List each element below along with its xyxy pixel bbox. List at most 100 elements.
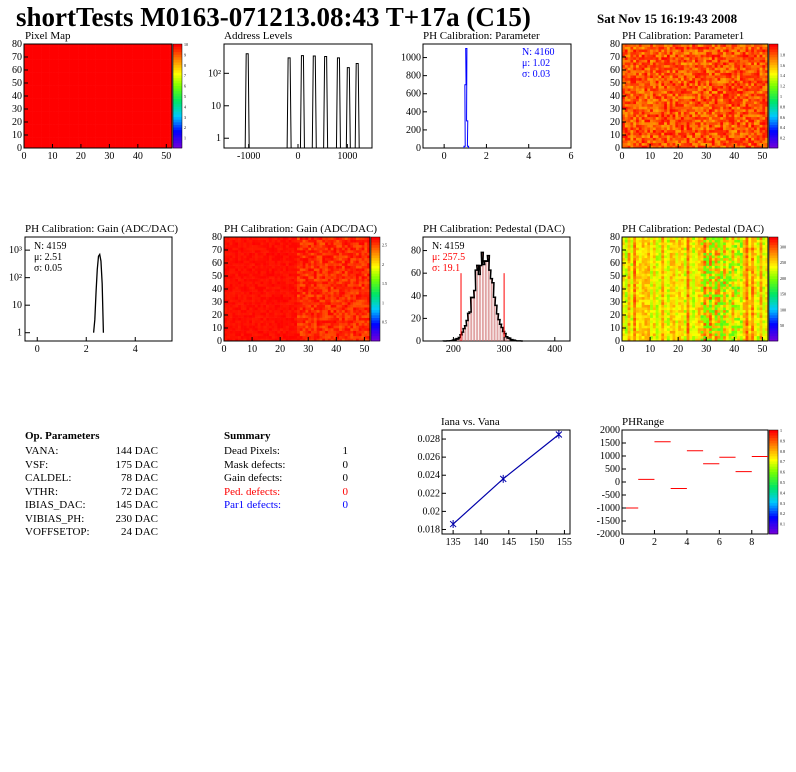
heatmap-cell bbox=[714, 88, 718, 92]
heatmap-cell bbox=[630, 70, 634, 73]
heatmap-cell bbox=[697, 103, 701, 107]
heatmap-cell bbox=[756, 122, 760, 125]
heatmap-cell bbox=[232, 263, 236, 266]
heatmap-cell bbox=[152, 140, 156, 144]
heatmap-cell bbox=[650, 54, 654, 58]
heatmap-cell bbox=[703, 98, 707, 102]
heatmap-cell bbox=[636, 129, 640, 133]
heatmap-cell bbox=[633, 64, 637, 68]
heatmap-cell bbox=[263, 239, 267, 243]
heatmap-cell bbox=[661, 127, 665, 131]
heatmap-cell bbox=[166, 44, 170, 47]
heatmap-cell bbox=[63, 137, 67, 141]
palette-cell bbox=[173, 145, 182, 149]
heatmap-cell bbox=[229, 239, 233, 243]
heatmap-cell bbox=[129, 124, 133, 128]
heatmap-cell bbox=[678, 77, 682, 81]
heatmap-cell bbox=[61, 109, 65, 112]
heatmap-cell bbox=[661, 109, 665, 112]
heatmap-cell bbox=[109, 122, 113, 125]
heatmap-cell bbox=[714, 101, 718, 105]
heatmap-cell bbox=[644, 124, 648, 128]
heatmap-cell bbox=[692, 114, 696, 118]
heatmap-cell bbox=[143, 67, 147, 71]
heatmap-cell bbox=[266, 247, 270, 251]
heatmap-cell bbox=[742, 62, 746, 66]
heatmap-cell bbox=[63, 93, 67, 97]
heatmap-cell bbox=[163, 88, 167, 92]
heatmap-cell bbox=[692, 116, 696, 120]
palette-cell bbox=[769, 132, 778, 136]
heatmap-cell bbox=[229, 315, 233, 318]
heatmap-cell bbox=[61, 137, 65, 141]
heatmap-cell bbox=[717, 124, 721, 128]
heatmap-cell bbox=[115, 93, 119, 97]
heatmap-cell bbox=[238, 283, 242, 287]
heatmap-cell bbox=[115, 44, 119, 47]
heatmap-cell bbox=[683, 106, 687, 110]
heatmap-cell bbox=[152, 98, 156, 102]
heatmap-cell bbox=[664, 44, 668, 47]
heatmap-cell bbox=[240, 315, 244, 318]
heatmap-cell bbox=[112, 101, 116, 105]
heatmap-cell bbox=[252, 270, 256, 274]
heatmap-cell bbox=[235, 299, 239, 303]
x-tick-label: 30 bbox=[104, 151, 114, 162]
heatmap-cell bbox=[49, 111, 53, 115]
heatmap-cell bbox=[238, 247, 242, 251]
heatmap-cell bbox=[655, 80, 659, 84]
heatmap-cell bbox=[737, 106, 741, 110]
heatmap-cell bbox=[739, 80, 744, 84]
heatmap-cell bbox=[689, 116, 693, 120]
heatmap-cell bbox=[75, 59, 79, 63]
heatmap-cell bbox=[692, 90, 696, 94]
heatmap-cell bbox=[86, 142, 90, 146]
heatmap-cell bbox=[143, 83, 147, 86]
heatmap-cell bbox=[49, 93, 53, 97]
heatmap-cell bbox=[246, 244, 250, 248]
heatmap-cell bbox=[641, 85, 645, 89]
heatmap-cell bbox=[69, 88, 73, 92]
heatmap-cell bbox=[751, 140, 755, 144]
heatmap-cell bbox=[266, 289, 270, 292]
heatmap-cell bbox=[644, 96, 648, 99]
heatmap-cell bbox=[633, 70, 637, 73]
heatmap-cell bbox=[103, 145, 107, 149]
heatmap-cell bbox=[254, 276, 258, 279]
heatmap-cell bbox=[644, 46, 648, 50]
heatmap-cell bbox=[26, 83, 30, 86]
heatmap-cell bbox=[689, 57, 693, 60]
heatmap-cell bbox=[100, 127, 104, 131]
heatmap-cell bbox=[238, 296, 242, 300]
heatmap-cell bbox=[680, 80, 685, 84]
heatmap-cell bbox=[622, 54, 626, 58]
heatmap-cell bbox=[26, 70, 30, 73]
heatmap-cell bbox=[38, 132, 42, 136]
heatmap-cell bbox=[252, 317, 256, 321]
heatmap-cell bbox=[655, 72, 659, 76]
heatmap-cell bbox=[759, 85, 763, 89]
heatmap-cell bbox=[666, 85, 671, 89]
heatmap-cell bbox=[683, 111, 687, 115]
heatmap-cell bbox=[711, 46, 715, 50]
heatmap-cell bbox=[92, 119, 96, 123]
heatmap-cell bbox=[238, 276, 242, 279]
heatmap-cell bbox=[257, 315, 261, 318]
heatmap-cell bbox=[69, 103, 73, 107]
heatmap-cell bbox=[135, 122, 139, 125]
palette-cell bbox=[769, 111, 778, 115]
heatmap-cell bbox=[26, 59, 30, 63]
heatmap-cell bbox=[737, 116, 741, 120]
heatmap-cell bbox=[762, 46, 766, 50]
heatmap-cell bbox=[664, 142, 668, 146]
heatmap-cell bbox=[137, 116, 141, 120]
heatmap-cell bbox=[664, 75, 668, 79]
heatmap-cell bbox=[166, 57, 170, 60]
heatmap-cell bbox=[86, 51, 90, 55]
heatmap-cell bbox=[703, 106, 707, 110]
heatmap-cell bbox=[627, 124, 631, 128]
heatmap-cell bbox=[69, 64, 73, 68]
heatmap-cell bbox=[737, 51, 741, 55]
heatmap-cell bbox=[622, 106, 626, 110]
heatmap-cell bbox=[232, 270, 236, 274]
